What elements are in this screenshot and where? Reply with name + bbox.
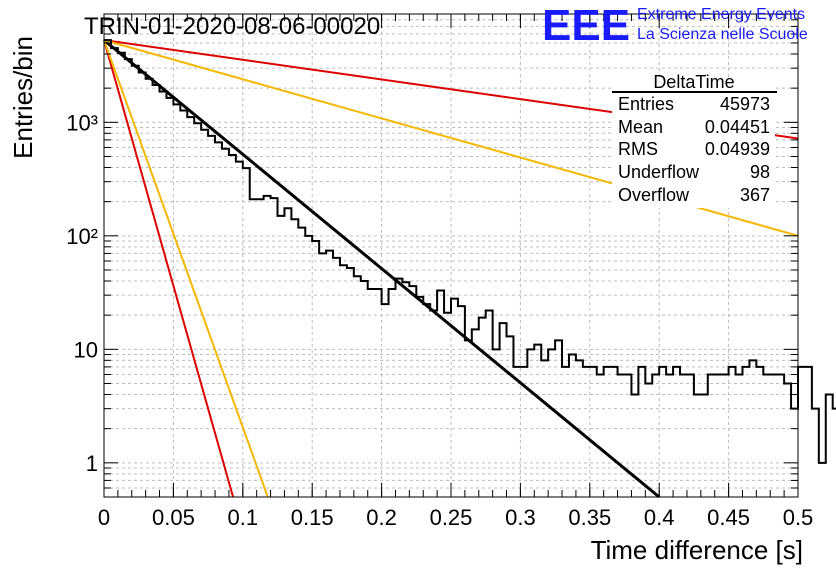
x-tick-label: 0.1 [228, 505, 259, 530]
x-tick-label: 0.35 [568, 505, 611, 530]
stats-value-rms: 0.04939 [705, 139, 770, 159]
stats-label-mean: Mean [618, 117, 663, 137]
run-title: TRIN-01-2020-08-06-00020 [84, 13, 380, 40]
fit-curve [103, 38, 661, 499]
histogram-step-line [104, 39, 836, 464]
stats-value-overflow: 367 [740, 185, 770, 205]
stats-label-entries: Entries [618, 94, 674, 114]
y-axis-label: Entries/bin [8, 36, 38, 159]
stats-label-underflow: Underflow [618, 162, 700, 182]
stats-value-underflow: 98 [750, 162, 770, 182]
stats-value-mean: 0.04451 [705, 117, 770, 137]
orange-bound-curve [103, 39, 269, 498]
org-name: Extreme Energy Events [637, 6, 805, 23]
x-tick-label: 0.25 [430, 505, 473, 530]
y-tick-label: 10 [74, 337, 98, 362]
x-tick-label: 0.05 [152, 505, 195, 530]
stats-value-entries: 45973 [720, 94, 770, 114]
org-subtitle: La Scienza nelle Scuole [637, 26, 808, 43]
stats-label-rms: RMS [618, 139, 658, 159]
stats-box-background [612, 78, 775, 208]
stats-box-title: DeltaTime [653, 72, 734, 92]
tick-labels: 0 0.05 0.1 0.15 0.2 0.25 0.3 0.35 0.4 0.45 0.5 1 10 1… [66, 110, 813, 530]
y-tick-label: 1 [86, 451, 98, 476]
stats-box: DeltaTime Entries 45973 Mean 0.04451 RMS… [612, 72, 777, 208]
x-axis-label: Time difference [s] [591, 535, 803, 565]
x-tick-label: 0.5 [783, 505, 814, 530]
x-tick-label: 0.3 [505, 505, 536, 530]
red-bound-curve [103, 39, 235, 498]
x-tick-label: 0 [98, 505, 110, 530]
x-tick-label: 0.2 [366, 505, 397, 530]
axis-ticks [103, 13, 799, 498]
y-tick-label: 10² [66, 224, 98, 249]
x-tick-label: 0.15 [291, 505, 334, 530]
y-tick-label: 10³ [66, 110, 98, 135]
curves [103, 38, 799, 499]
x-tick-label: 0.4 [644, 505, 675, 530]
stats-label-overflow: Overflow [618, 185, 690, 205]
x-tick-label: 0.45 [707, 505, 750, 530]
eee-logo: EEE [542, 1, 630, 50]
histogram [104, 39, 836, 464]
